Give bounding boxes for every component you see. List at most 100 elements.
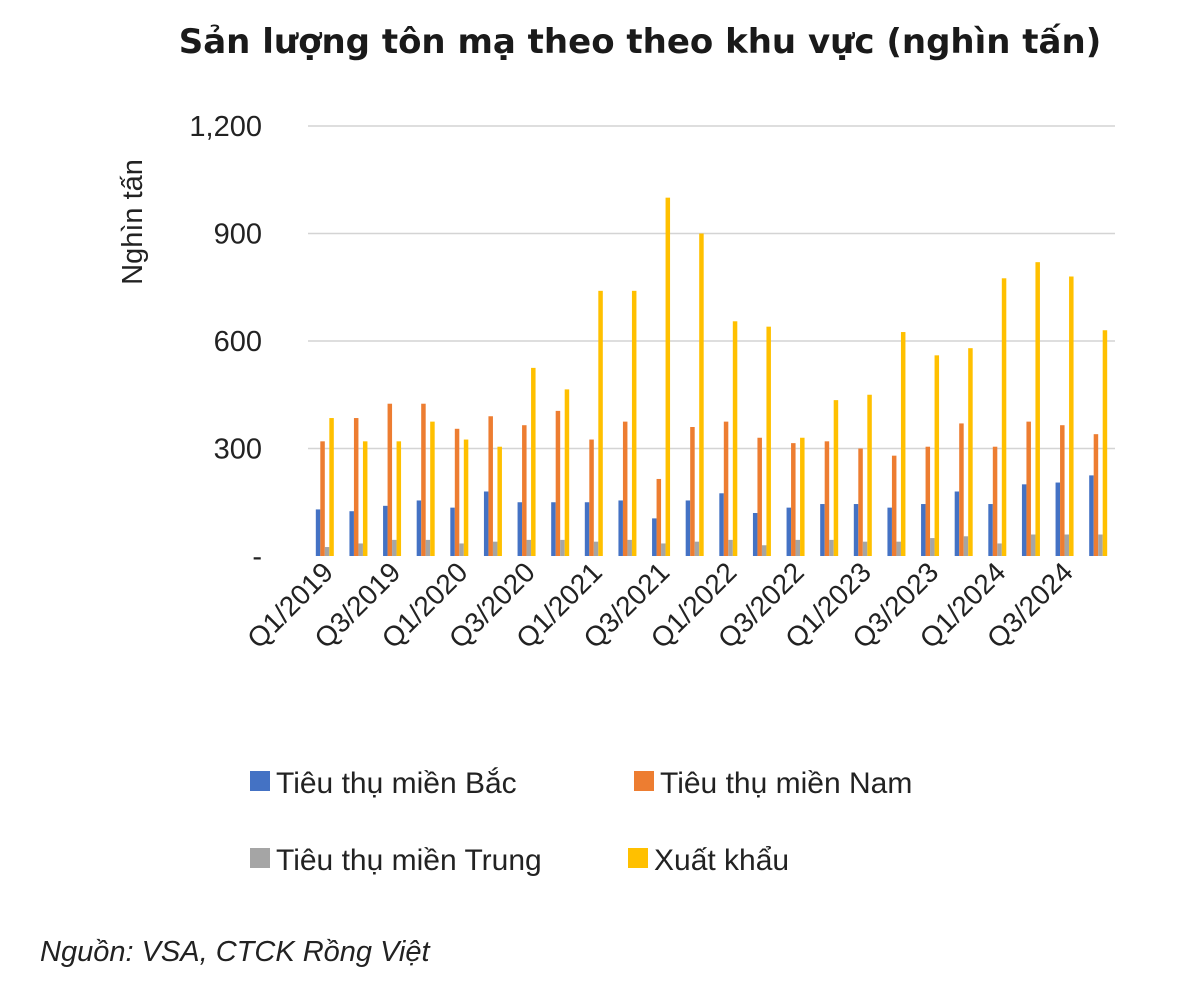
bar bbox=[631, 290, 637, 556]
bar bbox=[728, 539, 733, 557]
bar bbox=[383, 505, 388, 556]
bar bbox=[396, 441, 402, 556]
legend-swatch bbox=[250, 848, 270, 868]
bar bbox=[1030, 534, 1036, 556]
bar bbox=[425, 539, 431, 557]
bar bbox=[492, 541, 498, 556]
bar bbox=[430, 421, 435, 557]
bar bbox=[463, 439, 469, 556]
y-tick-label: 300 bbox=[214, 434, 262, 466]
legend-label: Tiêu thụ miền Trung bbox=[276, 844, 542, 877]
bar bbox=[584, 502, 590, 556]
bar bbox=[517, 502, 523, 556]
bar bbox=[900, 332, 906, 556]
bar bbox=[665, 197, 671, 557]
bar bbox=[627, 539, 632, 557]
bar bbox=[1026, 421, 1031, 557]
bar bbox=[656, 478, 662, 556]
bar bbox=[820, 504, 825, 556]
bar bbox=[1093, 434, 1099, 556]
bar bbox=[483, 491, 489, 556]
bar bbox=[988, 504, 993, 556]
bar bbox=[723, 421, 729, 557]
bar bbox=[858, 448, 863, 556]
legend: Tiêu thụ miền Bắc Tiêu thụ miền Nam Tiêu t… bbox=[250, 767, 912, 877]
bar bbox=[1055, 482, 1061, 556]
bar bbox=[992, 446, 998, 556]
bar bbox=[791, 443, 796, 557]
bar bbox=[766, 326, 771, 556]
bar bbox=[497, 446, 502, 556]
bar bbox=[891, 455, 897, 556]
bar bbox=[531, 367, 536, 557]
bar bbox=[963, 536, 969, 556]
y-tick-label: 900 bbox=[214, 219, 262, 251]
bar bbox=[795, 539, 801, 557]
bar bbox=[416, 500, 422, 556]
bar bbox=[752, 513, 758, 556]
y-axis-label: Nghìn tấn bbox=[117, 159, 149, 285]
bar bbox=[699, 233, 704, 556]
bar bbox=[387, 403, 393, 556]
source-note: Nguồn: VSA, CTCK Rồng Việt bbox=[40, 936, 430, 968]
bar bbox=[954, 491, 960, 556]
bar bbox=[685, 500, 691, 556]
bar bbox=[862, 541, 868, 556]
bar bbox=[320, 441, 325, 556]
gridlines bbox=[308, 125, 1115, 450]
bar bbox=[618, 500, 623, 556]
bar bbox=[564, 389, 570, 557]
legend-swatch bbox=[634, 771, 654, 791]
bar bbox=[358, 543, 363, 556]
bar bbox=[353, 418, 359, 556]
bar bbox=[329, 418, 334, 556]
bar bbox=[622, 421, 628, 557]
bar bbox=[454, 428, 460, 556]
bar bbox=[1102, 330, 1108, 556]
legend-label: Tiêu thụ miền Bắc bbox=[276, 767, 517, 800]
bar bbox=[1069, 276, 1074, 556]
bar bbox=[593, 541, 599, 556]
bar bbox=[719, 493, 724, 556]
y-tick-label: - bbox=[252, 541, 262, 573]
bar bbox=[732, 321, 738, 556]
bar bbox=[757, 437, 762, 556]
bar bbox=[800, 437, 805, 556]
bar bbox=[853, 504, 859, 556]
bar bbox=[829, 539, 834, 557]
bar bbox=[968, 348, 973, 556]
bar bbox=[661, 543, 666, 556]
bar bbox=[833, 400, 839, 557]
bar bbox=[652, 518, 657, 557]
bar bbox=[959, 423, 964, 556]
y-tick-label: 1,200 bbox=[189, 111, 262, 143]
bar bbox=[690, 427, 695, 556]
y-tick-label: 600 bbox=[214, 326, 262, 358]
bar bbox=[555, 410, 561, 557]
bar bbox=[315, 509, 321, 556]
bar bbox=[522, 425, 527, 556]
bar bbox=[598, 290, 603, 556]
bar bbox=[1001, 278, 1007, 556]
bar bbox=[1035, 262, 1040, 556]
bar bbox=[459, 543, 464, 556]
bar bbox=[1060, 425, 1065, 556]
bar bbox=[526, 539, 532, 557]
bar bbox=[1064, 534, 1070, 556]
bar bbox=[392, 539, 397, 557]
legend-swatch bbox=[250, 771, 270, 791]
bars bbox=[315, 197, 1108, 557]
bar bbox=[324, 547, 330, 556]
y-axis-ticks: - 300 600 900 1,200 bbox=[189, 111, 262, 573]
bar bbox=[1021, 484, 1027, 556]
bar bbox=[824, 441, 830, 556]
x-axis-ticks: Q1/2019Q3/2019Q1/2020Q3/2020Q1/2021Q3/20… bbox=[241, 556, 1079, 654]
bar bbox=[786, 507, 792, 557]
bar bbox=[694, 541, 700, 556]
bar bbox=[362, 441, 368, 556]
bar bbox=[921, 504, 926, 556]
bar bbox=[930, 538, 935, 556]
bar bbox=[887, 507, 892, 557]
legend-label: Xuất khẩu bbox=[654, 844, 789, 877]
